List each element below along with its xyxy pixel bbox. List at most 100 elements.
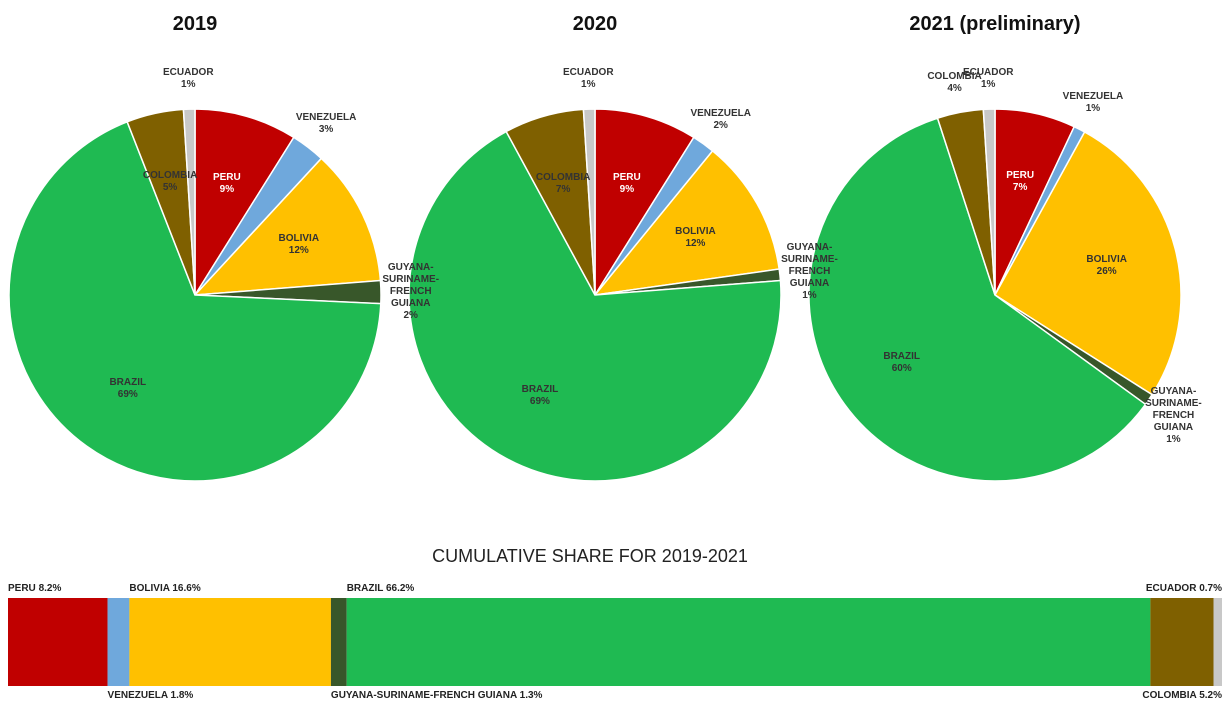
slice-label: GUYANA-SURINAME-FRENCH GUIANA 1%: [774, 242, 844, 302]
slice-value: 3%: [318, 123, 334, 135]
slice-value: 2%: [713, 119, 728, 131]
bar-segment: [1150, 598, 1214, 686]
pie-slice: [808, 117, 1147, 482]
slice-value: 7%: [555, 184, 571, 196]
bar-segment: [107, 598, 130, 686]
slice-value: 9%: [619, 184, 635, 196]
slice-value: 1%: [802, 289, 817, 301]
slice-label: COLOMBIA 4%: [927, 71, 981, 95]
slice-value: 1%: [1166, 434, 1181, 446]
pie-title: 2020: [573, 13, 618, 35]
segment-label: BOLIVIA 16.6%: [129, 583, 200, 594]
bar-segment: [8, 598, 108, 686]
slice-name: BRAZIL: [883, 350, 921, 362]
bar-segment: [1213, 598, 1222, 686]
bar-segment: [346, 598, 1151, 686]
segment-name: GUYANA-SURINAME-FRENCH GUIANA: [330, 690, 517, 701]
segment-value: 1.3%: [519, 690, 543, 701]
segment-name: PERU: [8, 583, 36, 594]
slice-label: COLOMBIA 5%: [143, 170, 197, 194]
slice-label: ECUADOR 1%: [963, 67, 1014, 91]
segment-label: ECUADOR 0.7%: [1146, 583, 1222, 594]
slice-name: BOLIVIA: [278, 232, 320, 244]
slice-name: GUYANA-SURINAME-FRENCH GUIANA: [1145, 386, 1202, 434]
slice-value: 1%: [980, 79, 996, 91]
slice-label: ECUADOR 1%: [563, 67, 614, 91]
segment-label: PERU 8.2%: [8, 583, 61, 594]
slice-name: BOLIVIA: [675, 226, 716, 238]
slice-label: BRAZIL 69%: [522, 384, 559, 408]
slice-name: COLOMBIA: [927, 71, 982, 83]
slice-name: ECUADOR: [563, 67, 614, 79]
slice-name: VENEZUELA: [690, 107, 751, 119]
pie-slice: [182, 108, 196, 296]
bar-title: CUMULATIVE SHARE FOR 2019-2021: [432, 546, 748, 566]
segment-value: 8.2%: [38, 583, 62, 594]
segment-name: BOLIVIA: [129, 583, 170, 594]
segment-value: 0.7%: [1199, 583, 1222, 594]
slice-value: 2%: [403, 309, 418, 321]
segment-name: ECUADOR: [1145, 583, 1197, 594]
slice-value: 12%: [288, 244, 309, 256]
segment-label: GUYANA-SURINAME-FRENCH GUIANA 1.3%: [331, 690, 543, 701]
bar-segment: [330, 598, 347, 686]
pie-slice: [994, 130, 1182, 396]
pie-slice: [593, 149, 781, 297]
slice-name: GUYANA-SURINAME-FRENCH GUIANA: [382, 261, 440, 309]
slice-label: GUYANA-SURINAME-FRENCH GUIANA 2%: [376, 262, 446, 322]
pie-title: 2021 (preliminary): [909, 13, 1080, 35]
slice-label: BRAZIL 69%: [109, 377, 146, 401]
slice-name: ECUADOR: [163, 67, 214, 79]
pie-slice: [8, 120, 382, 482]
slice-value: 69%: [117, 388, 138, 400]
pie-title: 2019: [173, 13, 218, 35]
slice-value: 1%: [1085, 102, 1101, 114]
slice-label: COLOMBIA 7%: [536, 172, 590, 196]
slice-name: PERU: [1006, 170, 1035, 182]
pie-slice: [194, 108, 295, 298]
slice-name: BRAZIL: [109, 376, 147, 388]
segment-name: COLOMBIA: [1142, 690, 1197, 701]
slice-value: 5%: [162, 182, 178, 194]
slice-label: ECUADOR 1%: [163, 67, 214, 91]
slice-name: BOLIVIA: [1086, 254, 1127, 266]
slice-label: PERU 7%: [1006, 170, 1034, 194]
slice-value: 1%: [581, 79, 596, 91]
slice-label: VENEZUELA 2%: [690, 108, 751, 132]
slice-label: VENEZUELA 3%: [296, 112, 357, 136]
bar-segment: [129, 598, 331, 686]
segment-label: VENEZUELA 1.8%: [108, 690, 194, 701]
slice-label: BRAZIL 60%: [883, 351, 920, 375]
slice-name: PERU: [612, 172, 641, 184]
pie-slice: [594, 108, 695, 298]
slice-name: PERU: [212, 172, 241, 184]
slice-value: 12%: [685, 238, 706, 250]
slice-label: BOLIVIA 12%: [675, 226, 716, 250]
slice-name: BRAZIL: [521, 384, 559, 396]
slice-value: 69%: [529, 396, 550, 408]
slice-name: ECUADOR: [962, 67, 1014, 79]
slice-value: 60%: [891, 362, 912, 374]
pie-slice: [582, 108, 596, 296]
slice-value: 1%: [181, 79, 196, 91]
slice-label: VENEZUELA 1%: [1063, 91, 1124, 115]
segment-label: BRAZIL 66.2%: [347, 583, 415, 594]
segment-value: 1.8%: [170, 690, 194, 701]
pie-slice: [193, 157, 382, 296]
slice-value: 4%: [947, 83, 962, 95]
slice-name: VENEZUELA: [295, 111, 357, 123]
segment-name: VENEZUELA: [107, 690, 168, 701]
slice-label: BOLIVIA 12%: [279, 233, 320, 257]
slice-name: VENEZUELA: [1062, 90, 1124, 102]
pie-slice: [408, 130, 782, 482]
slice-name: COLOMBIA: [142, 170, 198, 182]
slice-label: PERU 9%: [213, 172, 241, 196]
slice-value: 26%: [1096, 266, 1117, 278]
segment-value: 16.6%: [172, 583, 201, 594]
slice-value: 9%: [219, 184, 235, 196]
segment-value: 66.2%: [385, 583, 415, 594]
segment-label: COLOMBIA 5.2%: [1142, 690, 1222, 701]
segment-name: BRAZIL: [346, 583, 384, 594]
